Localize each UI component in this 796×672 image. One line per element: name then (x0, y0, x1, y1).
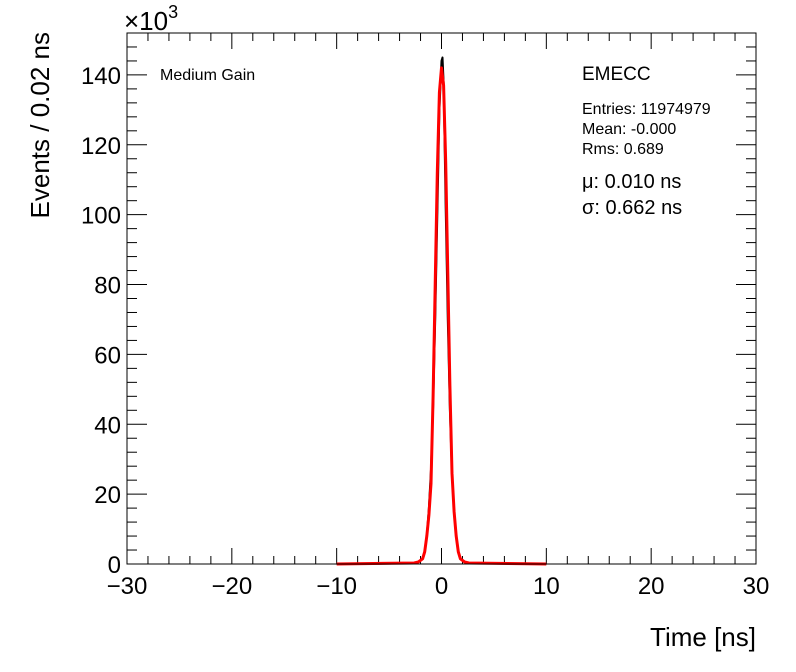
gain-label: Medium Gain (160, 67, 255, 84)
tick-labels: −30 −20 −10 0 10 20 30 0 20 40 60 80 100 120 140 (81, 63, 769, 600)
plot-frame (126, 32, 757, 565)
y-tick-label: 80 (94, 273, 121, 300)
rms-stat: Rms: 0.689 (582, 141, 664, 158)
x-tick-label: −30 (107, 573, 148, 600)
y-tick-label: 100 (81, 203, 121, 230)
x-tick-label: 20 (638, 573, 665, 600)
x-axis-title: Time [ns] (650, 622, 756, 652)
x-tick-label: 30 (743, 573, 770, 600)
sigma-fit-parameter: σ: 0.662 ns (582, 197, 682, 219)
x-tick-label: 0 (435, 573, 448, 600)
y-tick-label: 140 (81, 63, 121, 90)
y-tick-label: 40 (94, 412, 121, 439)
mu-fit-parameter: μ: 0.010 ns (582, 171, 681, 193)
x-tick-label: 10 (533, 573, 560, 600)
x-tick-label: −20 (211, 573, 252, 600)
y-tick-label: 0 (108, 552, 121, 579)
y-tick-label: 60 (94, 342, 121, 369)
y-tick-label: 120 (81, 133, 121, 160)
axis-ticks (126, 32, 757, 565)
fit-curve-line (336, 66, 547, 566)
region-label: EMECC (582, 64, 651, 85)
mean-stat: Mean: -0.000 (582, 121, 676, 138)
data-histogram-line (336, 56, 547, 565)
x-tick-label: −10 (316, 573, 357, 600)
entries-stat: Entries: 11974979 (582, 101, 711, 118)
y-tick-label: 20 (94, 482, 121, 509)
y-exponent-label: ×103 (124, 2, 178, 36)
data-curves (336, 56, 547, 566)
y-axis-title: Events / 0.02 ns (25, 32, 55, 218)
